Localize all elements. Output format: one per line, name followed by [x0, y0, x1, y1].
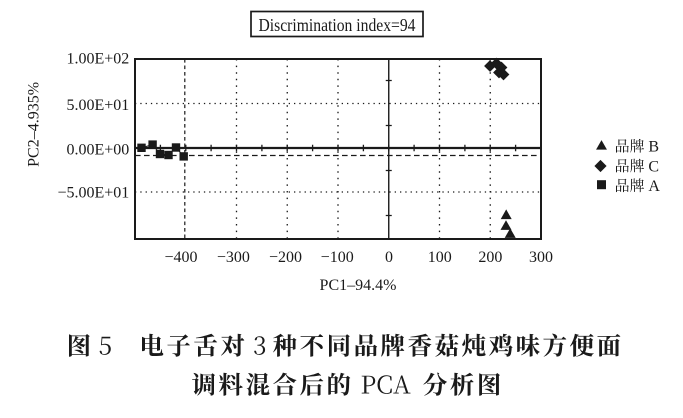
svg-text:200: 200 — [478, 249, 502, 266]
svg-text:0: 0 — [385, 249, 393, 266]
svg-text:−5.00E+01: −5.00E+01 — [57, 185, 129, 202]
svg-text:PC1–94.4%: PC1–94.4% — [320, 277, 397, 294]
svg-text:0.00E+00: 0.00E+00 — [67, 141, 130, 158]
svg-text:−300: −300 — [217, 249, 250, 266]
svg-text:100: 100 — [428, 249, 452, 266]
svg-text:PC2–4.935%: PC2–4.935% — [26, 82, 43, 167]
svg-text:5.00E+01: 5.00E+01 — [67, 97, 130, 114]
svg-text:300: 300 — [529, 249, 553, 266]
svg-text:1.00E+02: 1.00E+02 — [67, 51, 130, 68]
svg-text:B: B — [648, 139, 659, 156]
svg-text:−200: −200 — [269, 249, 302, 266]
svg-text:Discrimination index=94: Discrimination index=94 — [259, 15, 416, 35]
svg-text:−100: −100 — [321, 249, 354, 266]
svg-text:−400: −400 — [164, 249, 197, 266]
svg-text:A: A — [648, 178, 660, 195]
svg-text:C: C — [648, 158, 659, 175]
